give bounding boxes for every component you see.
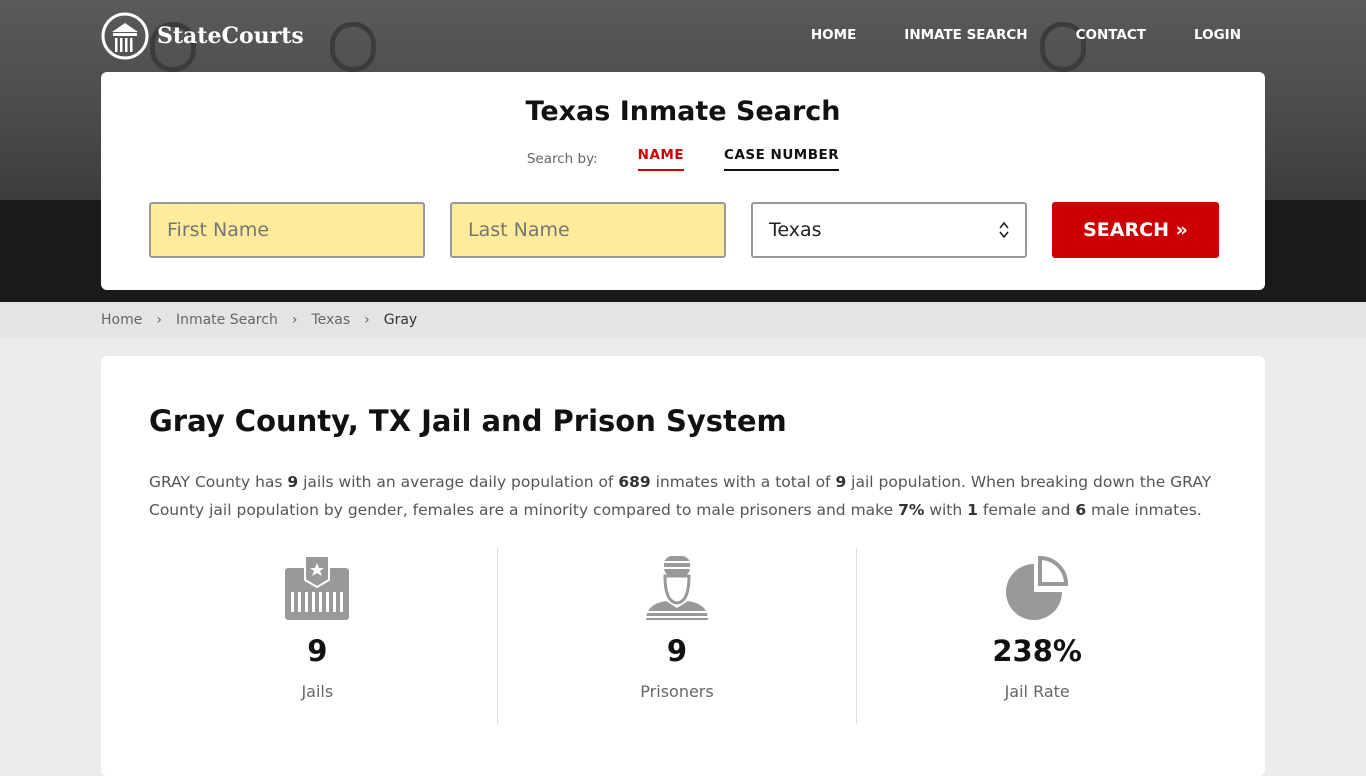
chevron-right-icon: ›: [291, 312, 298, 328]
prisoner-icon: [646, 556, 708, 620]
nav-inmate-search[interactable]: INMATE SEARCH: [904, 27, 1028, 43]
stat-prisoners: 9 Prisoners: [498, 548, 858, 724]
nav-contact[interactable]: CONTACT: [1075, 27, 1146, 43]
tab-case-number[interactable]: CASE NUMBER: [724, 147, 840, 171]
chevron-right-icon: ›: [364, 312, 370, 328]
breadcrumb-texas[interactable]: Texas: [311, 312, 351, 328]
stat-jail-rate: 238% Jail Rate: [857, 548, 1217, 724]
breadcrumb-current: Gray: [383, 312, 418, 328]
state-select[interactable]: Texas: [751, 202, 1027, 258]
nav-login[interactable]: LOGIN: [1194, 27, 1241, 43]
stat-value: 9: [307, 634, 328, 668]
select-arrows-icon: [999, 221, 1009, 239]
state-value: Texas: [769, 219, 822, 241]
logo[interactable]: StateCourts: [101, 12, 304, 60]
breadcrumb-home[interactable]: Home: [101, 312, 143, 328]
jail-icon: [285, 555, 350, 620]
courthouse-background-decoration: [1040, 22, 1086, 72]
search-button[interactable]: SEARCH »: [1052, 202, 1219, 258]
courthouse-logo-icon: [101, 12, 149, 60]
search-title: Texas Inmate Search: [525, 96, 841, 127]
breadcrumb: Home › Inmate Search › Texas › Gray: [0, 302, 1366, 338]
brand-name: StateCourts: [157, 23, 304, 49]
content-card: Gray County, TX Jail and Prison System G…: [101, 356, 1265, 776]
summary-text: GRAY County has 9 jails with an average …: [149, 473, 1212, 519]
breadcrumb-inmate-search[interactable]: Inmate Search: [175, 312, 278, 328]
top-nav: HOME INMATE SEARCH CONTACT LOGIN: [811, 27, 1241, 43]
search-by-label: Search by:: [526, 151, 598, 167]
search-card: Texas Inmate Search Search by: NAME CASE…: [101, 72, 1265, 290]
courthouse-background-decoration: [330, 22, 376, 72]
tab-name[interactable]: NAME: [637, 147, 685, 171]
stat-jails: 9 Jails: [138, 548, 498, 724]
pie-chart-icon: [1006, 555, 1069, 620]
nav-home[interactable]: HOME: [810, 27, 857, 43]
stat-label: Jails: [301, 682, 334, 701]
chevron-right-icon: ›: [156, 312, 162, 328]
stat-value: 238%: [992, 634, 1082, 668]
first-name-input[interactable]: [149, 202, 425, 258]
page-title: Gray County, TX Jail and Prison System: [149, 404, 787, 438]
stat-value: 9: [666, 634, 688, 668]
stat-label: Prisoners: [640, 682, 714, 701]
last-name-input[interactable]: [450, 202, 726, 258]
courthouse-background-decoration: [150, 22, 196, 72]
stat-label: Jail Rate: [1004, 682, 1070, 701]
